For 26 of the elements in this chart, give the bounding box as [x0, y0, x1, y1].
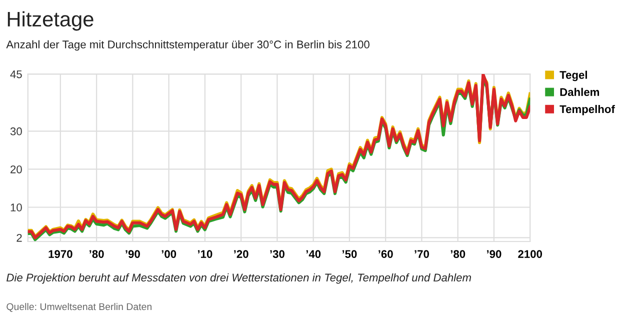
- x-tick-label: ’50: [342, 250, 357, 258]
- legend-label: Tempelhof: [560, 104, 615, 116]
- y-tick-label: 2: [16, 234, 22, 242]
- x-tick-label: ’00: [162, 250, 176, 258]
- x-tick-label: ’60: [378, 250, 393, 258]
- y-tick-label: 20: [10, 165, 22, 174]
- y-tick-label: 30: [10, 127, 22, 136]
- x-tick-label: ’80: [90, 250, 104, 258]
- source-note: Quelle: Umweltsenat Berlin Daten: [6, 302, 152, 312]
- chart-title: Hitzetage: [8, 11, 94, 31]
- x-tick-label: ’90: [126, 250, 140, 258]
- legend-label: Tegel: [560, 70, 587, 82]
- x-tick-label: ’30: [270, 250, 284, 258]
- x-tick-label: ’10: [198, 250, 212, 258]
- x-tick-label: ’90: [487, 250, 502, 258]
- x-tick-label: ’80: [450, 250, 466, 258]
- chart-subtitle: Anzahl der Tage mit Durchschnittstemperatur über 30°C in Berlin bis 2100: [6, 40, 370, 51]
- x-tick-label: 1970: [48, 250, 72, 258]
- legend-label: Dahlem: [560, 88, 600, 96]
- x-tick-label: ’70: [414, 250, 429, 258]
- x-tick-label: ’20: [234, 250, 248, 258]
- x-tick-label: 2100: [518, 250, 542, 258]
- text: Die Projektion beruht auf Messdaten von drei Wetterstationen in Tegel, Tempelhof und Dahlem: [6, 273, 471, 284]
- y-tick-label: 10: [10, 204, 22, 212]
- x-tick-label: ’40: [306, 250, 321, 258]
- y-tick-label: 45: [10, 70, 22, 78]
